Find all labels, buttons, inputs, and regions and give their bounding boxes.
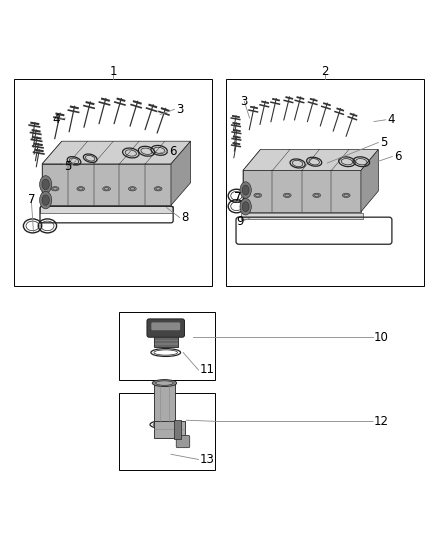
Text: 8: 8 bbox=[181, 211, 188, 224]
FancyBboxPatch shape bbox=[151, 322, 180, 330]
Polygon shape bbox=[361, 149, 378, 212]
Ellipse shape bbox=[156, 188, 160, 190]
Text: 11: 11 bbox=[199, 364, 214, 376]
Text: 7: 7 bbox=[28, 193, 36, 206]
Text: 10: 10 bbox=[374, 331, 389, 344]
Text: 12: 12 bbox=[374, 415, 389, 428]
Ellipse shape bbox=[313, 193, 321, 198]
Text: 13: 13 bbox=[199, 453, 214, 466]
FancyBboxPatch shape bbox=[176, 435, 190, 448]
Ellipse shape bbox=[104, 188, 109, 190]
Text: 9: 9 bbox=[237, 215, 244, 228]
Polygon shape bbox=[171, 141, 191, 205]
Text: 6: 6 bbox=[394, 150, 401, 163]
Ellipse shape bbox=[242, 185, 249, 195]
Bar bbox=[241, 213, 363, 219]
Ellipse shape bbox=[344, 194, 348, 197]
Text: 3: 3 bbox=[240, 95, 247, 108]
Ellipse shape bbox=[130, 188, 134, 190]
Ellipse shape bbox=[154, 187, 162, 191]
Ellipse shape bbox=[39, 176, 52, 193]
Ellipse shape bbox=[240, 198, 251, 215]
Bar bbox=[14, 79, 212, 286]
Bar bbox=[226, 79, 424, 286]
Polygon shape bbox=[42, 141, 191, 164]
Ellipse shape bbox=[283, 193, 291, 198]
Ellipse shape bbox=[240, 182, 251, 198]
Ellipse shape bbox=[53, 188, 57, 190]
Polygon shape bbox=[243, 149, 378, 171]
Ellipse shape bbox=[152, 379, 177, 386]
Text: 4: 4 bbox=[52, 114, 60, 126]
Ellipse shape bbox=[51, 187, 59, 191]
Ellipse shape bbox=[155, 381, 173, 385]
Bar bbox=[153, 334, 178, 348]
Bar bbox=[40, 206, 173, 213]
FancyBboxPatch shape bbox=[147, 319, 184, 337]
Ellipse shape bbox=[342, 193, 350, 198]
Bar bbox=[119, 393, 215, 470]
Text: 5: 5 bbox=[64, 160, 71, 173]
Ellipse shape bbox=[77, 187, 85, 191]
Ellipse shape bbox=[285, 194, 290, 197]
Text: 4: 4 bbox=[387, 114, 395, 126]
Polygon shape bbox=[42, 164, 171, 205]
Ellipse shape bbox=[128, 187, 136, 191]
Ellipse shape bbox=[79, 188, 83, 190]
Polygon shape bbox=[42, 141, 62, 205]
Ellipse shape bbox=[42, 195, 49, 205]
Bar bbox=[119, 312, 215, 380]
Ellipse shape bbox=[42, 179, 49, 190]
Polygon shape bbox=[243, 171, 361, 212]
Text: 1: 1 bbox=[110, 65, 117, 78]
Ellipse shape bbox=[256, 194, 260, 197]
Ellipse shape bbox=[102, 187, 110, 191]
Text: 5: 5 bbox=[380, 136, 387, 149]
Text: 3: 3 bbox=[176, 103, 184, 116]
Text: 6: 6 bbox=[169, 145, 176, 158]
Ellipse shape bbox=[39, 191, 52, 209]
Bar bbox=[153, 383, 175, 422]
Ellipse shape bbox=[314, 194, 319, 197]
Text: 2: 2 bbox=[321, 65, 328, 78]
Bar bbox=[153, 421, 185, 438]
Text: 7: 7 bbox=[234, 191, 242, 204]
Ellipse shape bbox=[242, 201, 249, 212]
Bar bbox=[174, 420, 181, 439]
Ellipse shape bbox=[254, 193, 261, 198]
Polygon shape bbox=[243, 149, 261, 212]
